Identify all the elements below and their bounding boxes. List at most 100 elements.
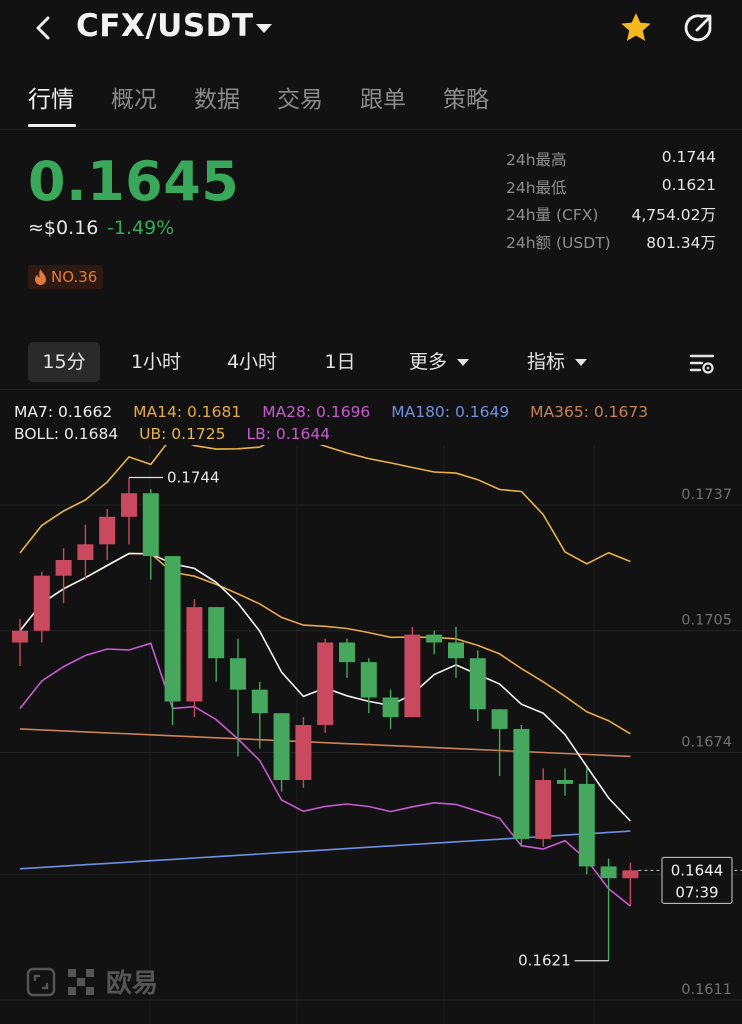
candle-body bbox=[469, 658, 486, 710]
y-tick-label: 0.1737 bbox=[681, 487, 732, 503]
tab-overview[interactable]: 概况 bbox=[111, 87, 157, 113]
y-tick-label: 0.1611 bbox=[681, 982, 732, 998]
indicators-label: 指标 bbox=[526, 351, 565, 373]
stat-row: 24h额 (USDT) 801.34万 bbox=[506, 229, 716, 257]
stat-label: 24h最低 bbox=[506, 178, 567, 197]
tab-strategy[interactable]: 策略 bbox=[443, 87, 489, 113]
candle-body bbox=[513, 728, 530, 839]
watermark: 欧易 bbox=[26, 963, 158, 1000]
stat-value: 0.1621 bbox=[661, 175, 716, 194]
stat-value: 4,754.02万 bbox=[631, 206, 716, 224]
stat-label: 24h最高 bbox=[506, 151, 567, 169]
candle-body bbox=[208, 607, 225, 659]
legend-ma14: MA14: 0.1681 bbox=[133, 403, 242, 421]
okx-logo-icon bbox=[68, 968, 94, 995]
chevron-down-icon bbox=[575, 359, 587, 366]
current-price-label: 0.1644 bbox=[671, 861, 724, 879]
candle-body bbox=[339, 642, 355, 663]
candle-body bbox=[382, 697, 399, 718]
stat-row: 24h最低 0.1621 bbox=[506, 174, 716, 202]
usd-price: ≈$0.16 bbox=[28, 217, 99, 239]
chart-settings-icon[interactable] bbox=[688, 350, 716, 378]
legend-lb: LB: 0.1644 bbox=[246, 425, 331, 443]
candle-body bbox=[77, 544, 94, 560]
chevron-down-icon[interactable] bbox=[252, 18, 276, 38]
candle-body bbox=[230, 658, 246, 690]
boll-lower-line bbox=[19, 642, 631, 907]
y-tick-label: 0.1674 bbox=[681, 735, 732, 751]
tab-data[interactable]: 数据 bbox=[194, 87, 240, 113]
stat-row: 24h最高 0.1744 bbox=[506, 146, 716, 174]
candle-body bbox=[99, 516, 116, 545]
candle-body bbox=[121, 493, 137, 517]
low-marker-label: 0.1621 bbox=[518, 952, 571, 970]
interval-bar: 15分 1小时 4小时 1日 更多 指标 bbox=[0, 342, 742, 390]
indicators-dropdown[interactable]: 指标 bbox=[512, 342, 602, 382]
high-marker-label: 0.1744 bbox=[167, 469, 220, 487]
countdown-label: 07:39 bbox=[675, 883, 718, 901]
candle-body bbox=[186, 607, 203, 702]
last-price: 0.1645 bbox=[28, 150, 240, 213]
interval-1h[interactable]: 1小时 bbox=[130, 351, 182, 373]
chart-canvas[interactable]: 0.17370.17050.16740.16430.16110.17440.16… bbox=[0, 445, 742, 1024]
candle-body bbox=[557, 780, 573, 784]
candle-body bbox=[360, 662, 377, 698]
interval-1d[interactable]: 1日 bbox=[324, 351, 356, 373]
candle-body bbox=[622, 870, 639, 879]
candle-body bbox=[164, 556, 181, 702]
stat-value: 801.34万 bbox=[646, 233, 716, 252]
current-price-box bbox=[661, 856, 733, 904]
candle-body bbox=[600, 866, 617, 879]
candle-body bbox=[426, 634, 443, 643]
candle-body bbox=[448, 642, 464, 659]
legend-ub: UB: 0.1725 bbox=[139, 425, 226, 443]
pair-title[interactable]: CFX/USDT bbox=[76, 8, 254, 44]
favorite-star-icon[interactable] bbox=[618, 10, 654, 46]
rank-badge[interactable]: NO.36 bbox=[28, 265, 104, 289]
stat-row: 24h量 (CFX) 4,754.02万 bbox=[506, 201, 716, 229]
tab-copy-trading[interactable]: 跟单 bbox=[360, 87, 406, 113]
y-tick-label: 0.1705 bbox=[681, 613, 732, 629]
legend-ma180: MA180: 0.1649 bbox=[391, 403, 510, 421]
indicator-legend: MA7: 0.1662 MA14: 0.1681 MA28: 0.1696 MA… bbox=[14, 403, 734, 447]
fire-icon bbox=[35, 269, 46, 285]
candle-body bbox=[142, 493, 159, 557]
tab-trade[interactable]: 交易 bbox=[277, 87, 323, 113]
watermark-text: 欧易 bbox=[106, 969, 159, 999]
stats-panel: 24h最高 0.1744 24h最低 0.1621 24h量 (CFX) 4,7… bbox=[506, 146, 716, 256]
fullscreen-icon[interactable] bbox=[26, 967, 56, 997]
candle-body bbox=[55, 560, 72, 576]
active-tab-indicator bbox=[28, 124, 76, 127]
stat-label: 24h额 (USDT) bbox=[506, 233, 611, 252]
candle-body bbox=[535, 780, 552, 839]
candle-body bbox=[12, 630, 28, 643]
legend-ma7: MA7: 0.1662 bbox=[14, 403, 113, 421]
candle-body bbox=[273, 713, 290, 780]
top-bar: CFX/USDT bbox=[0, 0, 742, 56]
price-change: -1.49% bbox=[107, 217, 175, 239]
chevron-down-icon bbox=[457, 359, 469, 366]
legend-ma365: MA365: 0.1673 bbox=[530, 403, 649, 421]
candle-body bbox=[491, 709, 508, 729]
candle-body bbox=[317, 642, 334, 725]
candle-body bbox=[33, 575, 50, 631]
interval-15m[interactable]: 15分 bbox=[28, 342, 100, 382]
back-icon[interactable] bbox=[26, 10, 62, 46]
candlestick-chart[interactable]: 0.17370.17050.16740.16430.16110.17440.16… bbox=[0, 445, 742, 1024]
tab-market[interactable]: 行情 bbox=[28, 87, 74, 113]
legend-ma28: MA28: 0.1696 bbox=[262, 403, 371, 421]
stat-label: 24h量 (CFX) bbox=[506, 206, 599, 224]
share-icon[interactable] bbox=[680, 10, 716, 46]
candle-body bbox=[295, 725, 312, 780]
more-dropdown[interactable]: 更多 bbox=[394, 342, 484, 382]
candle-body bbox=[251, 689, 268, 714]
candle-body bbox=[578, 783, 595, 867]
tab-bar: 行情 概况 数据 交易 跟单 策略 bbox=[0, 74, 742, 130]
rank-label: NO.36 bbox=[51, 268, 98, 286]
boll-upper-line bbox=[19, 445, 631, 565]
candle-body bbox=[404, 634, 421, 718]
legend-boll: BOLL: 0.1684 bbox=[14, 425, 119, 443]
stat-value: 0.1744 bbox=[661, 148, 716, 166]
interval-4h[interactable]: 4小时 bbox=[226, 351, 278, 373]
more-label: 更多 bbox=[408, 351, 447, 373]
